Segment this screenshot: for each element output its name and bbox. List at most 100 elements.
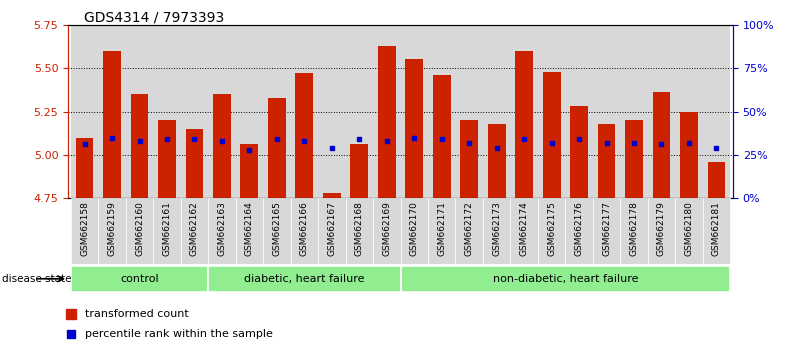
Bar	[350, 144, 368, 198]
Bar	[99, 198, 126, 264]
Text: GSM662176: GSM662176	[574, 201, 584, 256]
Bar	[680, 112, 698, 198]
Bar	[213, 94, 231, 198]
Bar	[400, 25, 428, 198]
Bar	[235, 25, 264, 198]
Text: GSM662169: GSM662169	[382, 201, 391, 256]
Bar	[126, 198, 153, 264]
Text: non-diabetic, heart failure: non-diabetic, heart failure	[493, 274, 638, 284]
Text: GSM662181: GSM662181	[712, 201, 721, 256]
Text: control: control	[120, 274, 159, 284]
Bar	[433, 75, 451, 198]
Bar	[208, 198, 235, 264]
Bar	[268, 98, 286, 198]
Bar	[488, 124, 505, 198]
Text: GSM662175: GSM662175	[547, 201, 556, 256]
Bar	[99, 25, 126, 198]
Bar	[70, 25, 99, 198]
Text: GSM662179: GSM662179	[657, 201, 666, 256]
Text: GSM662165: GSM662165	[272, 201, 281, 256]
Bar	[648, 25, 675, 198]
Text: GSM662174: GSM662174	[520, 201, 529, 256]
Bar	[598, 124, 615, 198]
Text: GSM662166: GSM662166	[300, 201, 309, 256]
Bar	[702, 198, 731, 264]
Bar	[405, 59, 423, 198]
Bar	[240, 144, 259, 198]
Bar	[264, 198, 291, 264]
Bar	[181, 25, 208, 198]
Text: GSM662160: GSM662160	[135, 201, 144, 256]
Text: disease state: disease state	[2, 274, 72, 284]
Text: GSM662159: GSM662159	[107, 201, 116, 256]
Bar	[542, 72, 561, 198]
Bar	[653, 92, 670, 198]
Bar	[400, 266, 731, 292]
Bar	[291, 198, 318, 264]
Bar	[208, 266, 400, 292]
Bar	[345, 25, 373, 198]
Text: GSM662167: GSM662167	[328, 201, 336, 256]
Bar	[186, 129, 203, 198]
Text: GDS4314 / 7973393: GDS4314 / 7973393	[84, 11, 224, 25]
Bar	[153, 25, 181, 198]
Bar	[318, 198, 345, 264]
Bar	[345, 198, 373, 264]
Text: GSM662178: GSM662178	[630, 201, 638, 256]
Bar	[537, 25, 566, 198]
Bar	[625, 120, 643, 198]
Bar	[264, 25, 291, 198]
Bar	[483, 25, 510, 198]
Bar	[208, 25, 235, 198]
Bar	[515, 51, 533, 198]
Text: GSM662163: GSM662163	[217, 201, 227, 256]
Bar	[235, 198, 264, 264]
Bar	[593, 25, 620, 198]
Bar	[570, 106, 588, 198]
Bar	[648, 198, 675, 264]
Bar	[593, 198, 620, 264]
Bar	[510, 25, 537, 198]
Text: GSM662170: GSM662170	[410, 201, 419, 256]
Text: GSM662168: GSM662168	[355, 201, 364, 256]
Bar	[296, 73, 313, 198]
Bar	[75, 138, 94, 198]
Bar	[131, 94, 148, 198]
Text: GSM662173: GSM662173	[492, 201, 501, 256]
Text: GSM662162: GSM662162	[190, 201, 199, 256]
Bar	[291, 25, 318, 198]
Bar	[318, 25, 345, 198]
Bar	[126, 25, 153, 198]
Bar	[70, 198, 99, 264]
Bar	[675, 25, 702, 198]
Bar	[510, 198, 537, 264]
Bar	[675, 198, 702, 264]
Bar	[456, 25, 483, 198]
Text: GSM662164: GSM662164	[245, 201, 254, 256]
Bar	[373, 25, 400, 198]
Text: percentile rank within the sample: percentile rank within the sample	[85, 329, 272, 339]
Bar	[461, 120, 478, 198]
Bar	[428, 25, 456, 198]
Bar	[158, 120, 176, 198]
Bar	[620, 198, 648, 264]
Bar	[181, 198, 208, 264]
Text: GSM662172: GSM662172	[465, 201, 473, 256]
Bar	[373, 198, 400, 264]
Bar	[378, 46, 396, 198]
Text: GSM662177: GSM662177	[602, 201, 611, 256]
Bar	[566, 25, 593, 198]
Bar	[483, 198, 510, 264]
Bar	[702, 25, 731, 198]
Text: GSM662158: GSM662158	[80, 201, 89, 256]
Text: diabetic, heart failure: diabetic, heart failure	[244, 274, 364, 284]
Text: GSM662171: GSM662171	[437, 201, 446, 256]
Bar	[70, 266, 208, 292]
Bar	[566, 198, 593, 264]
Bar	[537, 198, 566, 264]
Bar	[153, 198, 181, 264]
Bar	[620, 25, 648, 198]
Bar	[103, 51, 121, 198]
Bar	[428, 198, 456, 264]
Text: GSM662180: GSM662180	[685, 201, 694, 256]
